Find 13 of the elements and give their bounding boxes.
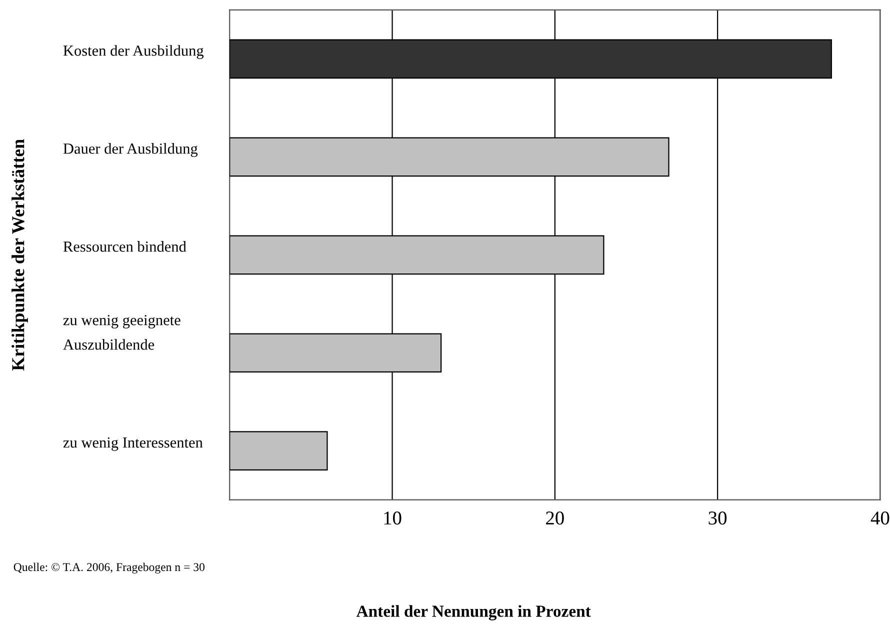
x-tick-label: 30: [708, 511, 727, 525]
y-axis-title: Kritikpunkte der Werkstätten: [12, 139, 28, 371]
y-tick-label: zu wenig Interessenten: [63, 437, 203, 451]
y-tick-label: Dauer der Ausbildung: [63, 143, 198, 157]
y-tick-label: Ressourcen bindend: [63, 241, 186, 252]
bar: [230, 431, 328, 470]
x-axis-title: Anteil der Nennungen in Prozent: [356, 605, 591, 620]
x-tick-label: 20: [546, 511, 564, 525]
y-tick-label: Kosten der Ausbildung: [63, 45, 204, 59]
y-tick-label: zu wenig geeignete Auszubildende: [63, 315, 180, 350]
x-tick-label: 40: [870, 511, 890, 525]
source-note: Quelle: © T.A. 2006, Fragebogen n = 30: [14, 562, 204, 574]
x-tick-label: 10: [384, 511, 402, 525]
